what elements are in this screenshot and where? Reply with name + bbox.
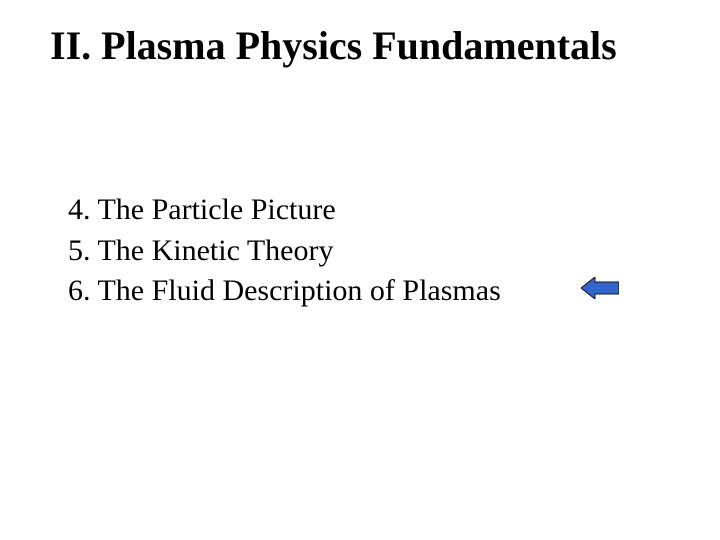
list-item: 6. The Fluid Description of Plasmas: [68, 271, 501, 312]
arrow-left-icon: [581, 277, 619, 299]
list-item: 5. The Kinetic Theory: [68, 231, 501, 272]
content-list: 4. The Particle Picture 5. The Kinetic T…: [68, 190, 501, 312]
list-item: 4. The Particle Picture: [68, 190, 501, 231]
slide-title: II. Plasma Physics Fundamentals: [50, 22, 617, 69]
arrow-path: [581, 277, 619, 299]
